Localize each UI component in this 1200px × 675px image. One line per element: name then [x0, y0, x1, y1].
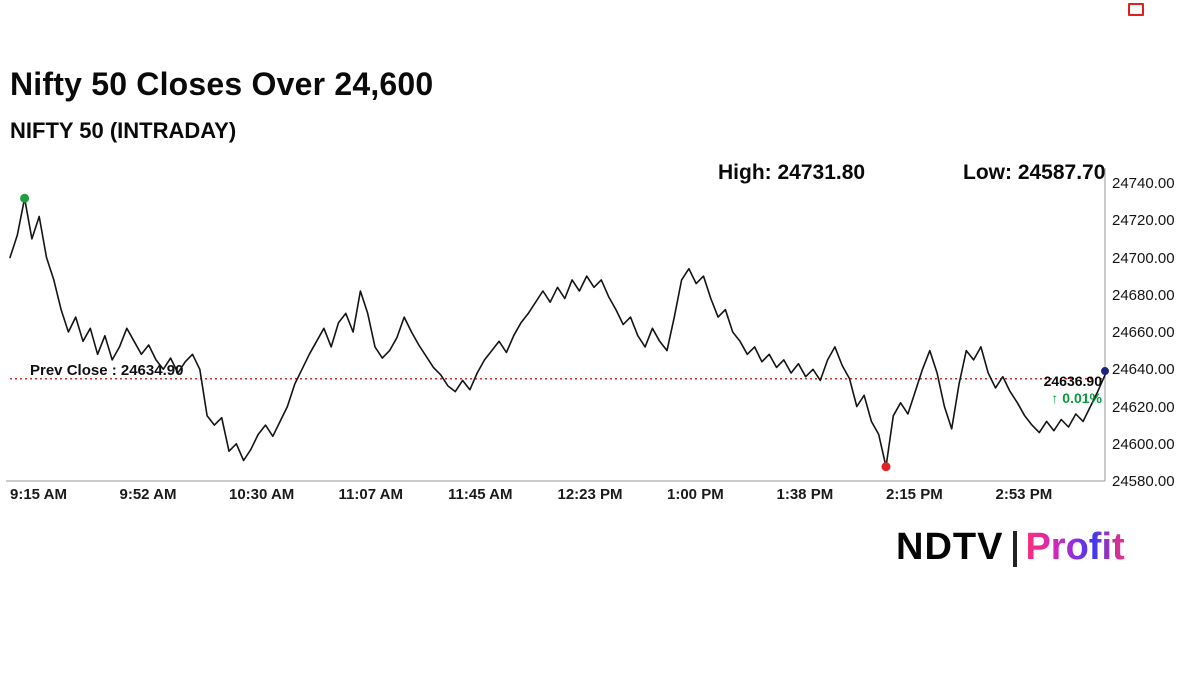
- ndtv-profit-logo: NDTV Profit: [896, 526, 1125, 569]
- y-axis-label: 24720.00: [1112, 212, 1175, 230]
- x-axis-label: 11:07 AM: [338, 486, 403, 503]
- logo-profit-text: Profit: [1025, 526, 1125, 568]
- last-price-label: 24636.90: [1043, 373, 1102, 389]
- y-axis-label: 24700.00: [1112, 249, 1175, 267]
- y-axis-label: 24680.00: [1112, 286, 1175, 304]
- prev-close-label: Prev Close : 24634.90: [30, 362, 184, 379]
- high-marker-dot: [20, 193, 30, 203]
- last-price-box: 24636.90 ↑ 0.01%: [988, 373, 1102, 407]
- x-axis-label: 11:45 AM: [448, 486, 513, 503]
- y-axis-label: 24660.00: [1112, 324, 1175, 341]
- y-axis-label: 24640.00: [1112, 361, 1175, 379]
- change-percent-label: ↑ 0.01%: [988, 389, 1102, 407]
- x-axis-label: 2:15 PM: [886, 486, 943, 503]
- x-axis-label: 9:15 AM: [10, 486, 67, 503]
- last-marker-dot: [1101, 367, 1109, 376]
- x-axis-label: 10:30 AM: [229, 486, 295, 503]
- x-axis-label: 1:00 PM: [667, 486, 724, 503]
- y-axis-label: 24580.00: [1112, 473, 1175, 490]
- x-axis-label: 12:23 PM: [557, 486, 623, 503]
- page-title: Nifty 50 Closes Over 24,600: [10, 66, 434, 102]
- y-axis-label: 24600.00: [1112, 435, 1175, 453]
- x-axis-label: 1:38 PM: [776, 486, 834, 503]
- high-annotation: High: 24731.80: [718, 161, 866, 184]
- low-annotation: Low: 24587.70: [963, 161, 1106, 184]
- y-axis-label: 24620.00: [1112, 398, 1175, 416]
- logo-ndtv-text: NDTV: [896, 526, 1004, 568]
- intraday-line-chart: [6, 168, 1109, 482]
- price-line: [9, 197, 1106, 468]
- x-axis-label: 2:53 PM: [995, 486, 1053, 503]
- chart-subtitle: NIFTY 50 (INTRADAY): [10, 118, 237, 143]
- change-percent-value: 0.01%: [1062, 390, 1102, 406]
- corner-artifact: [1128, 3, 1144, 16]
- y-axis-label: 24740.00: [1112, 175, 1175, 192]
- logo-separator: [1013, 530, 1018, 567]
- x-axis-label: 9:52 AM: [119, 486, 177, 503]
- low-marker-dot: [881, 462, 891, 472]
- up-arrow-icon: ↑: [1051, 390, 1059, 406]
